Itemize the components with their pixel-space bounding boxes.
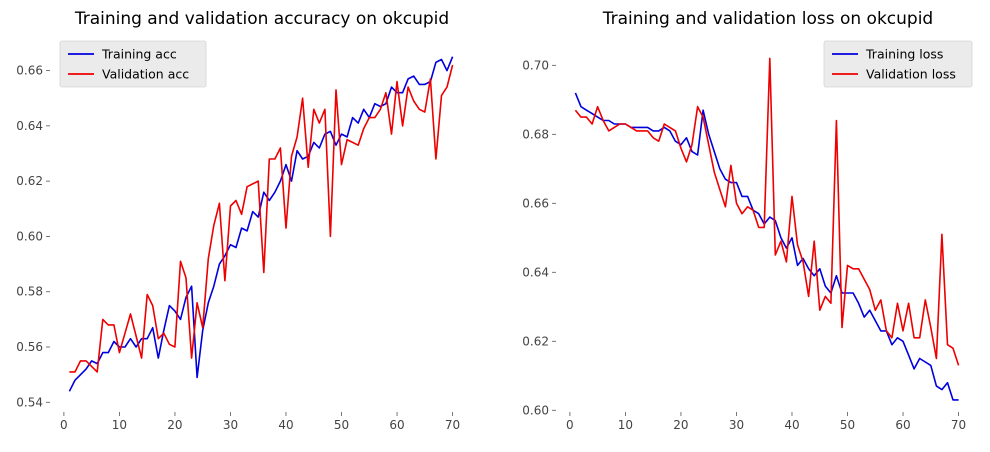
- accuracy-ytick-label: 0.54: [16, 395, 43, 409]
- accuracy-legend: Training acc Validation acc: [59, 40, 207, 88]
- accuracy-ytick-label: 0.60: [16, 229, 43, 243]
- accuracy-xtick-label: 70: [445, 418, 460, 432]
- loss-ytick-label: 0.64: [522, 265, 549, 279]
- accuracy-series-training-acc: [68, 56, 454, 392]
- accuracy-xtick-label: 20: [167, 418, 182, 432]
- loss-xtick-label: 40: [784, 418, 799, 432]
- accuracy-series-validation-acc: [69, 64, 454, 373]
- accuracy-legend-label: Training acc: [101, 47, 177, 62]
- accuracy-legend-label: Validation acc: [102, 67, 189, 82]
- accuracy-ytick-label: 0.62: [16, 174, 43, 188]
- accuracy-legend-box: [59, 40, 207, 88]
- loss-series-validation-loss: [574, 57, 960, 366]
- loss-ytick-label: 0.60: [522, 403, 549, 417]
- loss-legend-label: Training loss: [865, 47, 943, 62]
- accuracy-ytick-label: 0.58: [16, 285, 43, 299]
- loss-xtick-label: 0: [566, 418, 574, 432]
- loss-ytick-label: 0.70: [522, 58, 549, 72]
- accuracy-ytick-label: 0.64: [16, 119, 43, 133]
- loss-ytick-label: 0.68: [522, 127, 549, 141]
- loss-xtick-label: 60: [895, 418, 910, 432]
- accuracy-chart: Training and validation accuracy on okcu…: [16, 9, 460, 432]
- loss-ytick-label: 0.62: [522, 334, 549, 348]
- accuracy-ytick-label: 0.66: [16, 64, 43, 78]
- loss-chart-title: Training and validation loss on okcupid: [602, 9, 933, 29]
- loss-xtick-label: 70: [951, 418, 966, 432]
- loss-xtick-label: 50: [840, 418, 855, 432]
- loss-xtick-label: 20: [673, 418, 688, 432]
- loss-xtick-label: 10: [618, 418, 633, 432]
- accuracy-chart-title: Training and validation accuracy on okcu…: [74, 9, 449, 29]
- loss-legend-label: Validation loss: [866, 67, 956, 82]
- accuracy-xtick-label: 0: [60, 418, 68, 432]
- loss-series-training-loss: [574, 92, 959, 401]
- accuracy-xtick-label: 10: [112, 418, 127, 432]
- accuracy-xtick-label: 60: [389, 418, 404, 432]
- accuracy-ytick-label: 0.56: [16, 340, 43, 354]
- loss-legend-box: [823, 40, 973, 88]
- loss-xtick-label: 30: [729, 418, 744, 432]
- accuracy-xtick-label: 50: [334, 418, 349, 432]
- loss-legend: Training loss Validation loss: [823, 40, 973, 88]
- loss-ytick-label: 0.66: [522, 196, 549, 210]
- accuracy-xtick-label: 30: [223, 418, 238, 432]
- accuracy-xtick-label: 40: [278, 418, 293, 432]
- loss-chart: Training and validation loss on okcupid …: [522, 9, 973, 432]
